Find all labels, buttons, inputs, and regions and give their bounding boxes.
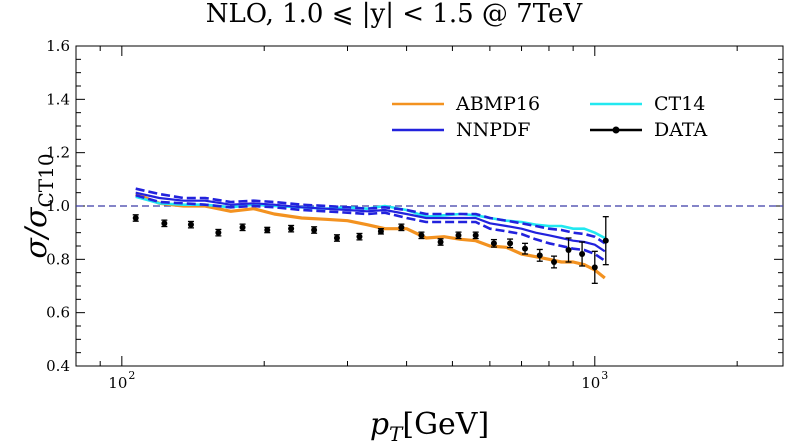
data-point	[333, 235, 340, 241]
data-point	[187, 221, 194, 228]
x-tick-label-exponent: 3	[601, 369, 608, 382]
y-tick-label: 1.2	[46, 144, 70, 162]
x-tick-label: 10	[108, 374, 127, 392]
data-point	[579, 251, 586, 257]
data-point	[602, 237, 609, 244]
y-tick-label: 1.0	[46, 197, 70, 215]
data-point	[507, 240, 514, 247]
data-point	[551, 259, 558, 265]
series-layer	[76, 187, 783, 284]
y-tick-label: 0.4	[46, 357, 70, 375]
legend-label-ct14: CT14	[654, 93, 705, 115]
legend-marker-data	[612, 126, 620, 134]
data-point	[288, 225, 295, 232]
data-point	[132, 215, 139, 221]
y-tick-label: 1.6	[46, 37, 70, 55]
x-tick-label-exponent: 2	[128, 369, 135, 382]
data-point	[437, 239, 444, 245]
data-point	[522, 245, 529, 252]
series-abmp16-line	[135, 192, 606, 280]
data-point	[377, 228, 384, 235]
data-point	[455, 232, 462, 239]
y-axis-label: σ/σCT10	[19, 153, 58, 258]
chart-title: NLO, 1.0 ⩽ |y| < 1.5 @ 7TeV	[206, 0, 584, 29]
data-point	[536, 252, 543, 259]
data-point	[472, 232, 479, 239]
data-point	[418, 232, 425, 239]
y-tick-label: 0.8	[46, 250, 70, 268]
series-nnpdf-line	[135, 191, 606, 253]
series-ct14-line	[135, 195, 606, 240]
legend: ABMP16 CT14 NNPDF DATA	[392, 93, 708, 141]
data-point	[565, 247, 572, 253]
data-point	[356, 233, 363, 240]
data-point	[215, 229, 222, 236]
y-tick-label: 0.6	[46, 304, 70, 322]
data-point	[161, 220, 168, 227]
data-point	[239, 224, 246, 231]
x-axis-label: pT[GeV]	[370, 407, 489, 444]
series-nnpdf-lower-band-line	[135, 194, 606, 262]
legend-label-data: DATA	[654, 119, 708, 141]
data-point	[398, 224, 405, 231]
legend-label-abmp16: ABMP16	[455, 93, 540, 115]
data-point	[591, 264, 598, 271]
tick-layer: 0.40.60.81.01.21.41.610 2 10 3	[46, 37, 783, 392]
data-point	[490, 240, 497, 247]
axis-labels: pT[GeV] σ/σCT10	[19, 153, 489, 444]
y-tick-label: 1.4	[46, 90, 70, 108]
x-tick-label: 10	[581, 374, 600, 392]
legend-label-nnpdf: NNPDF	[456, 119, 530, 141]
data-point	[264, 227, 271, 233]
data-point	[311, 227, 318, 233]
series-nnpdf-upper-band-line	[135, 187, 606, 245]
